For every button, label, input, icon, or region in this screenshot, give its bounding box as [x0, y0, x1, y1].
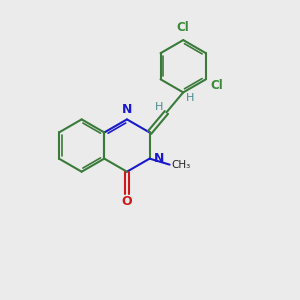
Text: CH₃: CH₃ — [171, 160, 190, 170]
Text: N: N — [122, 103, 132, 116]
Text: O: O — [122, 195, 132, 208]
Text: Cl: Cl — [210, 79, 223, 92]
Text: Cl: Cl — [177, 21, 190, 34]
Text: N: N — [154, 152, 164, 165]
Text: H: H — [155, 102, 163, 112]
Text: H: H — [186, 93, 195, 103]
